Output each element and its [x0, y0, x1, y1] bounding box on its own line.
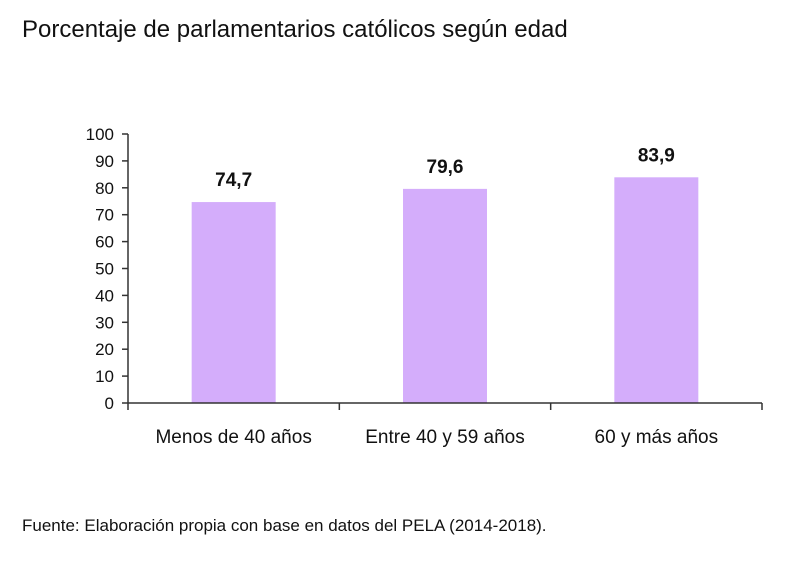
y-tick-label: 10: [95, 367, 114, 386]
y-tick-label: 60: [95, 233, 114, 252]
y-tick-label: 20: [95, 340, 114, 359]
x-tick-label: Entre 40 y 59 años: [365, 427, 525, 448]
x-tick-label: Menos de 40 años: [155, 427, 311, 448]
y-tick-label: 50: [95, 260, 114, 279]
y-tick-label: 30: [95, 313, 114, 332]
y-tick-label: 70: [95, 206, 114, 225]
bar: [403, 188, 487, 403]
y-tick-label: 90: [95, 152, 114, 171]
bar: [614, 177, 699, 403]
bar: [191, 202, 276, 403]
data-label: 74,7: [215, 170, 252, 191]
y-tick-label: 80: [95, 179, 114, 198]
source-note: Fuente: Elaboración propia con base en d…: [22, 516, 547, 535]
chart-title: Porcentaje de parlamentarios católicos s…: [22, 16, 568, 43]
x-tick-label: 60 y más años: [595, 427, 719, 448]
bar-chart: 74,7 79,6 83,9 0 10 20 30 40 50 60 70 80 90 100 Menos …: [86, 125, 763, 448]
y-tick-label: 40: [95, 286, 114, 305]
y-tick-label: 100: [86, 125, 114, 144]
y-tick-label: 0: [105, 394, 114, 413]
data-label: 83,9: [638, 145, 675, 166]
data-label: 79,6: [427, 157, 464, 178]
